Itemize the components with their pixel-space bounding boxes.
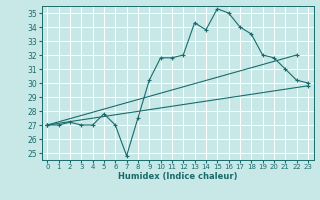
X-axis label: Humidex (Indice chaleur): Humidex (Indice chaleur) <box>118 172 237 181</box>
